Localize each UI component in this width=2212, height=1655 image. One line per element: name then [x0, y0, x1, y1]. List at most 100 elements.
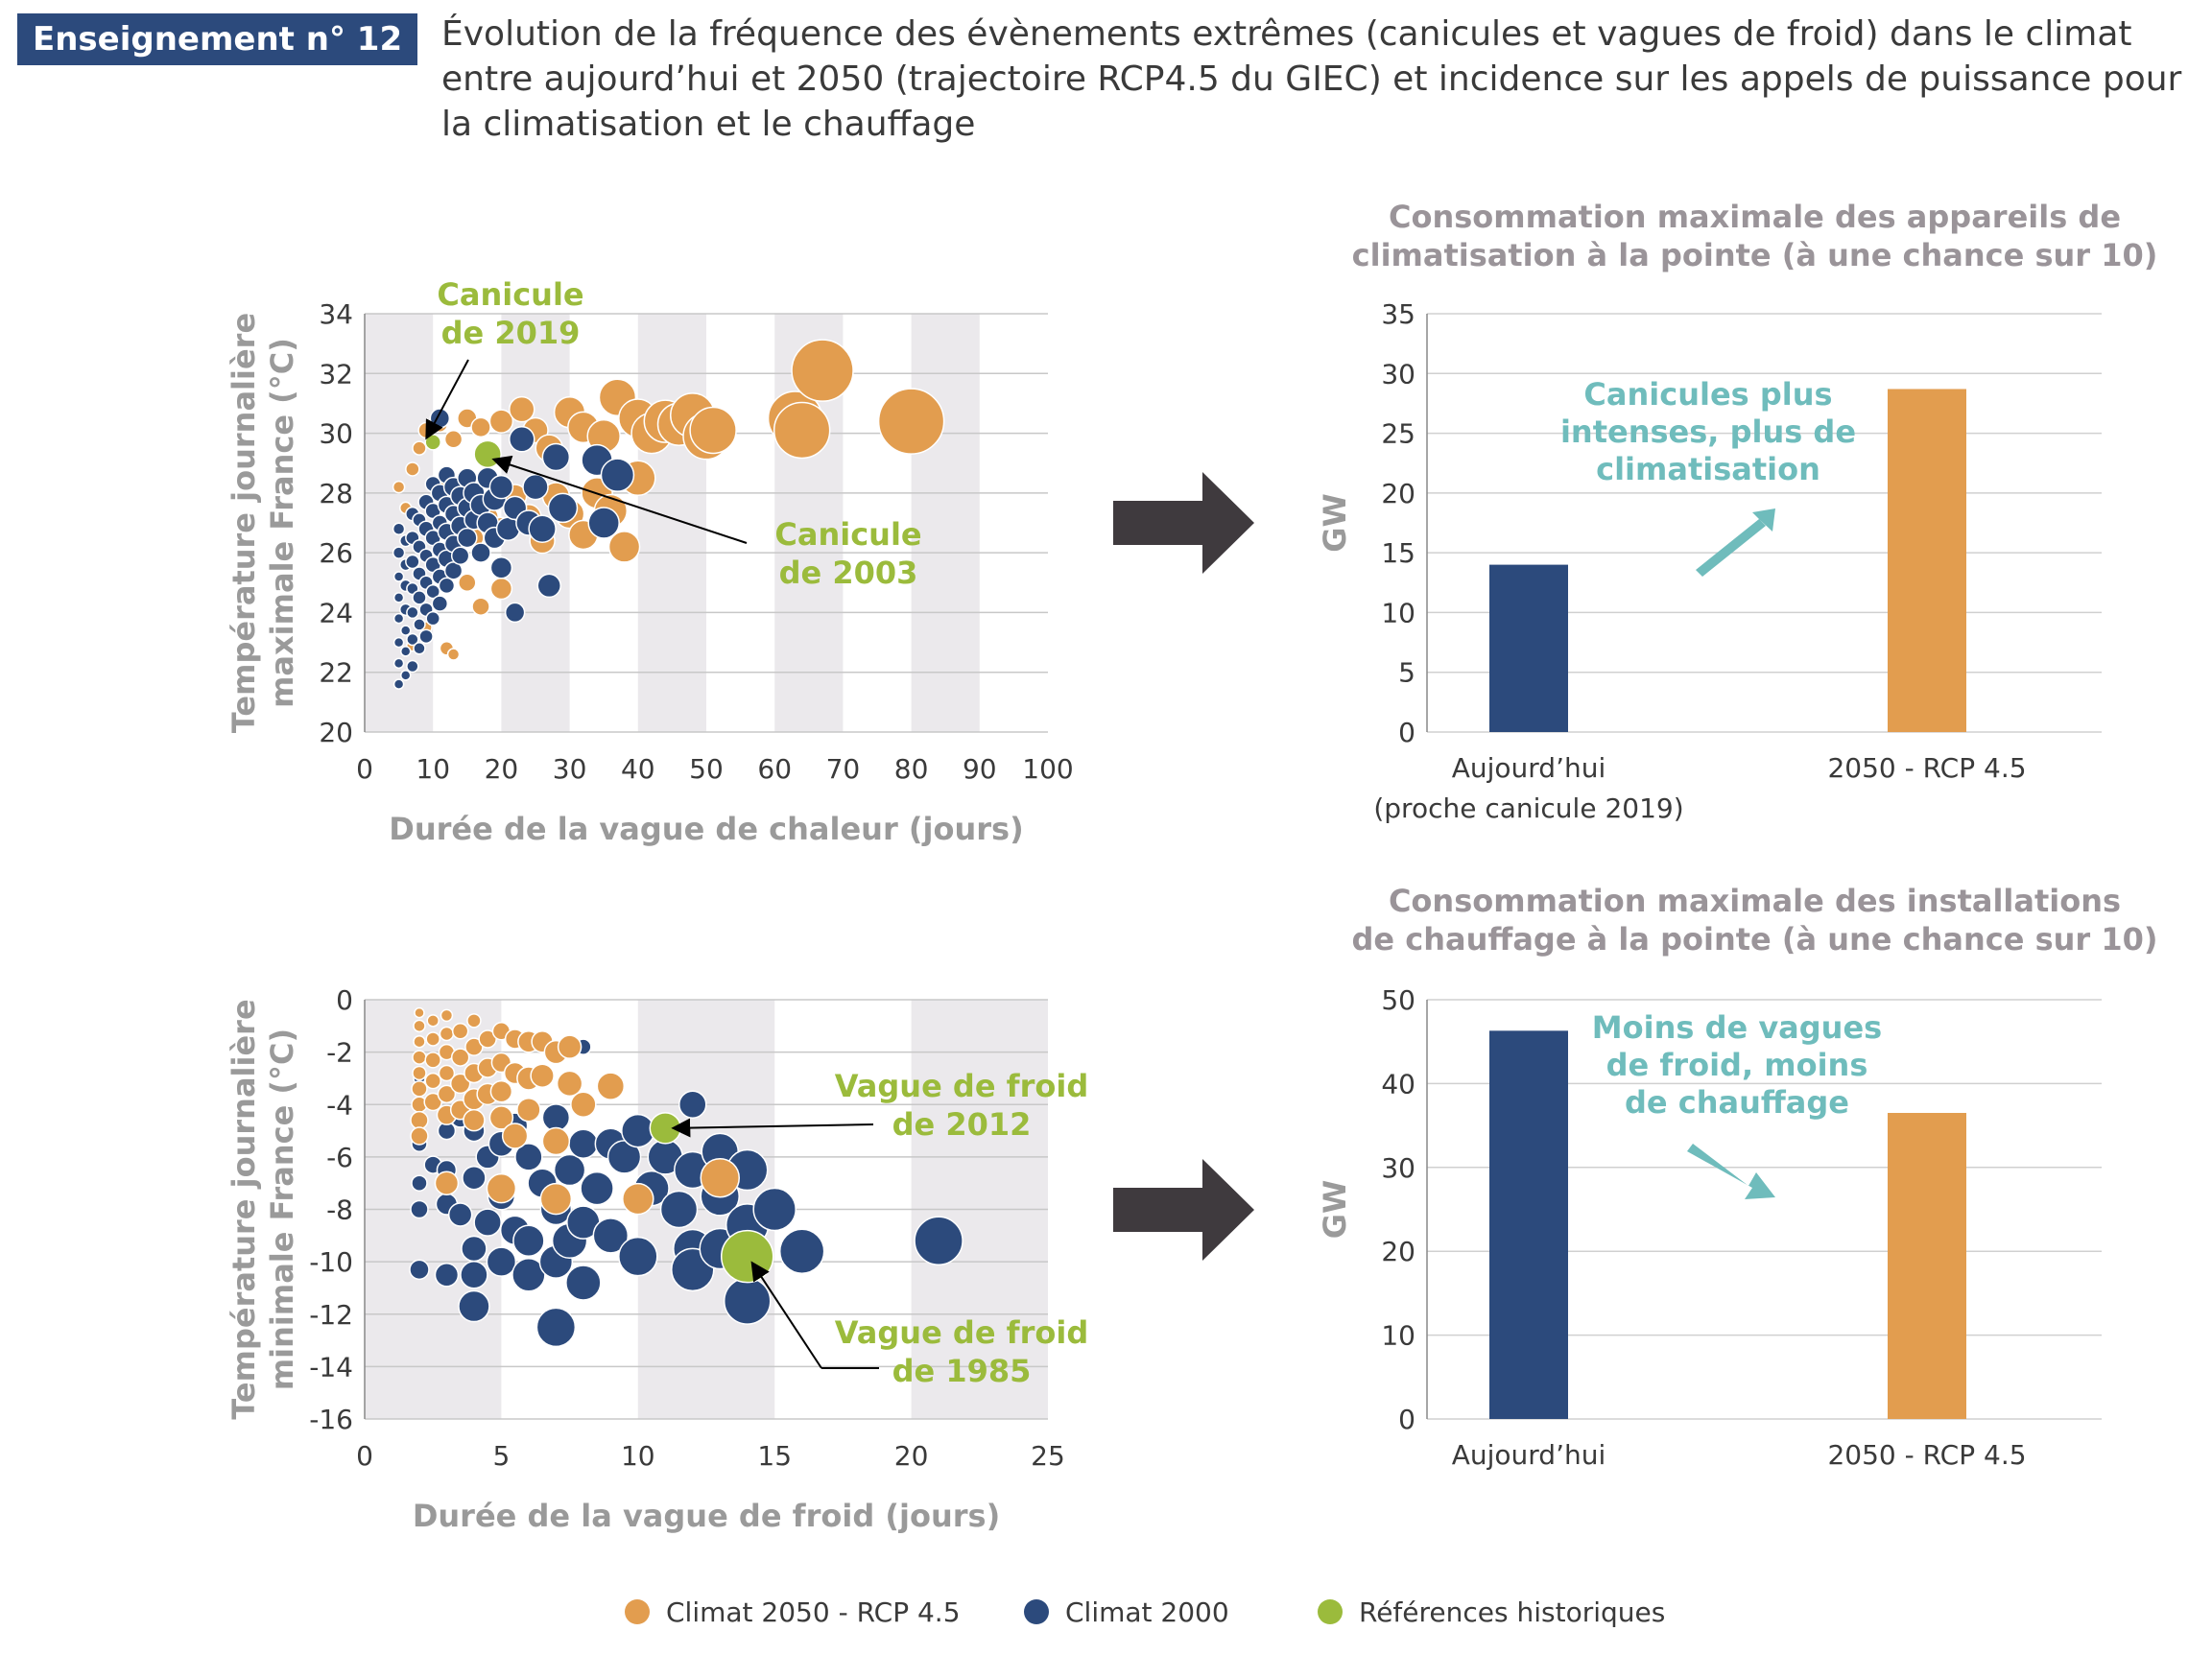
- x-axis-label: Durée de la vague de chaleur (jours): [389, 811, 1023, 847]
- x-tick-label: 5: [492, 1440, 510, 1472]
- x-tick-label: 70: [826, 753, 861, 785]
- y-tick-label: -14: [309, 1351, 353, 1383]
- x-tick-label: 10: [621, 1440, 655, 1472]
- bubble-point: [486, 1172, 517, 1204]
- y-tick-label: -12: [309, 1299, 353, 1331]
- bubble-point: [439, 1026, 455, 1042]
- y-axis-label-line: maximale France (°C): [264, 338, 300, 708]
- bubble-point: [410, 1110, 429, 1130]
- bubble-point: [411, 1174, 428, 1192]
- bubble-point: [509, 426, 535, 453]
- bar: [1489, 1030, 1568, 1419]
- bubble-point: [720, 1229, 774, 1284]
- bubble-point: [462, 1165, 487, 1191]
- chart-title: de chauffage à la pointe (à une chance s…: [1352, 921, 2158, 958]
- legend: Climat 2050 - RCP 4.5 Climat 2000 Référenc…: [625, 1596, 1665, 1628]
- trend-annotation: de froid, moins: [1606, 1047, 1868, 1083]
- bubble-point: [914, 1216, 963, 1266]
- x-tick-label: 10: [416, 753, 450, 785]
- bubble-point: [522, 473, 549, 501]
- heatwave-scatter-chart: 20 22 24 26 28 30 32 34 0 10 20 30 40 50 60 70 80 90 100 Du…: [226, 276, 1074, 847]
- y-tick-label: 24: [319, 597, 353, 628]
- bubble-point: [431, 595, 449, 612]
- bubble-point: [511, 1258, 546, 1292]
- y-tick-label: 34: [319, 298, 353, 330]
- bubble-point: [773, 401, 831, 460]
- y-tick-label: -6: [326, 1142, 353, 1173]
- bubble-point: [501, 1123, 529, 1149]
- bubble-point: [778, 1228, 825, 1274]
- x-tick-label: 40: [621, 753, 655, 785]
- y-tick-label: 25: [1381, 418, 1415, 450]
- y-tick-label: 20: [319, 717, 353, 748]
- y-tick-label: 40: [1381, 1068, 1415, 1099]
- bar: [1888, 1112, 1966, 1419]
- bubble-point: [553, 1153, 586, 1187]
- bubble-point: [412, 590, 427, 605]
- annotation-label: Canicule: [437, 276, 583, 313]
- right-arrow-icon: [1113, 1159, 1254, 1261]
- bubble-point: [392, 522, 406, 535]
- bubble-point: [414, 1006, 425, 1019]
- y-tick-label: 28: [319, 478, 353, 509]
- y-tick-label: 10: [1381, 1320, 1415, 1352]
- bubble-point: [450, 546, 470, 566]
- bubble-point: [450, 1048, 470, 1067]
- y-tick-label: 22: [319, 657, 353, 689]
- category-label: 2050 - RCP 4.5: [1827, 752, 2026, 784]
- x-tick-label: 100: [1022, 753, 1073, 785]
- bubble-point: [392, 657, 405, 670]
- bubble-point: [411, 1080, 428, 1098]
- bubble-point: [406, 605, 419, 620]
- x-tick-label: 50: [689, 753, 724, 785]
- bubble-point: [556, 1070, 583, 1098]
- bubble-point: [877, 388, 945, 455]
- trend-annotation: Canicules plus: [1583, 376, 1832, 413]
- bubble-point: [413, 1019, 426, 1033]
- bubble-point: [600, 458, 635, 492]
- y-axis-label: Température journalièremaximale France (…: [226, 313, 300, 733]
- legend-marker: [1024, 1599, 1049, 1624]
- bubble-point: [489, 556, 513, 579]
- bubble-point: [437, 1084, 457, 1104]
- bubble-point: [399, 625, 412, 636]
- annotation-label: Vague de froid: [835, 1068, 1088, 1104]
- bubble-point: [405, 554, 420, 570]
- bubble-point: [536, 573, 561, 599]
- y-tick-label: 30: [319, 418, 353, 450]
- bubble-point: [791, 339, 854, 402]
- bubble-point: [659, 1190, 699, 1229]
- legend-label: Références historiques: [1359, 1596, 1665, 1628]
- chart-title: climatisation à la pointe (à une chance …: [1352, 237, 2158, 273]
- annotation-label: Vague de froid: [835, 1314, 1088, 1351]
- bubble-point: [457, 527, 478, 549]
- y-axis-label: GW: [1317, 493, 1353, 553]
- bubble-point: [689, 406, 737, 455]
- y-tick-label: 30: [1381, 1152, 1415, 1184]
- plot-band: [911, 314, 980, 732]
- bubble-point: [446, 648, 461, 661]
- legend-label: Climat 2000: [1065, 1596, 1229, 1628]
- heating-bar-chart: Consommation maximale des installationsd…: [1317, 883, 2157, 1471]
- bubble-point: [461, 1235, 488, 1263]
- bubble-point: [512, 1224, 545, 1258]
- y-tick-label: 32: [319, 358, 353, 390]
- chart-title: Consommation maximale des appareils de: [1389, 199, 2121, 235]
- x-tick-label: 15: [757, 1440, 792, 1472]
- bubble-point: [409, 1259, 430, 1281]
- bubble-point: [488, 409, 514, 434]
- legend-label: Climat 2050 - RCP 4.5: [666, 1596, 961, 1628]
- annotation-pointer: [671, 1118, 874, 1138]
- y-tick-label: 50: [1381, 984, 1415, 1016]
- y-axis-label-line: minimale France (°C): [264, 1028, 300, 1390]
- bubble-point: [568, 1128, 599, 1159]
- bubble-point: [410, 1199, 429, 1219]
- y-tick-label: 0: [1398, 1404, 1415, 1435]
- bubble-point: [463, 1108, 486, 1132]
- bubble-point: [413, 642, 426, 655]
- bubble-point: [473, 1208, 502, 1237]
- bubble-point: [622, 1182, 654, 1216]
- bubble-point: [392, 636, 405, 649]
- bubble-point: [418, 628, 434, 645]
